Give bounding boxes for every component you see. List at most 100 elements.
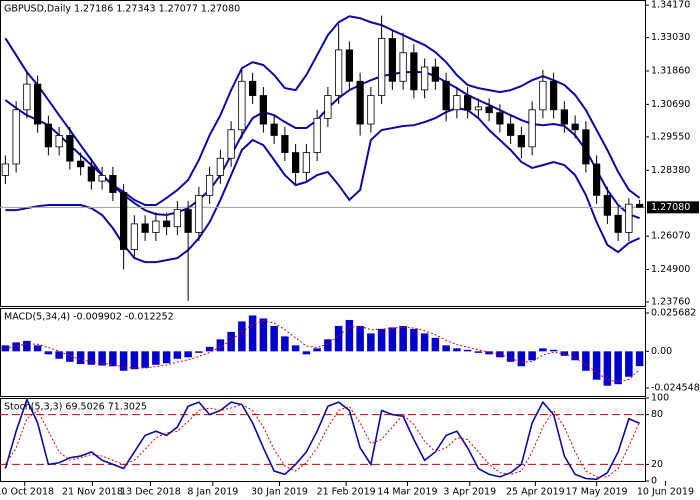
- macd-bar: [162, 351, 171, 364]
- band-line: [5, 107, 641, 264]
- candle-body: [109, 174, 117, 193]
- candle-body: [345, 49, 353, 82]
- macd-bar: [420, 333, 429, 352]
- macd-bar: [87, 351, 96, 365]
- macd-bar: [130, 351, 139, 370]
- candle-body: [195, 194, 203, 233]
- candle-body: [324, 95, 332, 119]
- candle-body: [238, 80, 246, 131]
- candle-body: [528, 109, 536, 148]
- macd-bar: [635, 351, 644, 367]
- macd-bar: [410, 328, 418, 352]
- macd-bar: [184, 351, 192, 358]
- y-tick-label: 1.29550: [651, 131, 690, 142]
- candle-body: [44, 123, 53, 148]
- macd-bar: [195, 351, 203, 353]
- macd-bar: [582, 351, 590, 371]
- candle-body: [474, 106, 482, 111]
- panel-title: Stoch(5,3,3) 69.5026 71.3025: [4, 402, 147, 413]
- candle-body: [334, 49, 343, 96]
- macd-bar: [205, 346, 214, 352]
- macd-bar: [528, 351, 536, 361]
- candle-body: [603, 194, 612, 216]
- macd-bar: [334, 325, 343, 352]
- x-tick-label: 3 Apr 2019: [443, 487, 496, 498]
- macd-bar: [173, 351, 182, 359]
- macd-bar: [302, 351, 311, 355]
- x-tick-label: 17 May 2019: [566, 487, 628, 498]
- candle-body: [410, 52, 418, 91]
- macd-bar: [356, 325, 364, 352]
- macd-bar: [227, 331, 235, 352]
- y-tick-label: 1.26070: [651, 231, 690, 242]
- candle-body: [66, 135, 74, 162]
- macd-bar: [506, 351, 515, 362]
- x-tick-label: 10 Oct 2018: [0, 487, 54, 498]
- candle-body: [582, 129, 590, 165]
- macd-bar: [517, 351, 526, 367]
- macd-bar: [388, 327, 397, 352]
- macd-bar: [1, 345, 10, 352]
- candle-body: [625, 203, 633, 233]
- macd-bar: [442, 345, 450, 352]
- candle-body: [485, 106, 493, 114]
- panel-title: MACD(5,34,4) -0.009902 -0.012252: [4, 312, 174, 323]
- candle-body: [152, 220, 160, 233]
- macd-bar: [571, 351, 579, 361]
- macd-bar: [474, 351, 483, 353]
- candle-body: [12, 109, 20, 165]
- candle-body: [248, 80, 257, 96]
- panel-frame: [0, 0, 646, 307]
- macd-bar: [76, 351, 85, 365]
- candle-body: [34, 83, 42, 125]
- y-tick-label: 1.28380: [651, 165, 690, 176]
- candle-body: [77, 160, 85, 168]
- candle-body: [141, 223, 149, 233]
- x-tick-label: 10 Jun 2019: [637, 487, 694, 498]
- x-tick-label: 30 Jan 2019: [251, 487, 308, 498]
- macd-bar: [44, 351, 53, 355]
- panel-frame: [0, 308, 646, 397]
- x-tick-label: 13 Dec 2018: [120, 487, 181, 498]
- macd-bar: [291, 345, 300, 352]
- macd-bar: [119, 351, 128, 371]
- macd-bar: [98, 351, 106, 366]
- d-line: [4, 404, 641, 478]
- macd-bar: [603, 351, 612, 386]
- candle-body: [614, 214, 622, 233]
- panel-frame: [0, 398, 646, 482]
- y-tick-label: 100: [651, 393, 669, 404]
- macd-bar: [367, 333, 375, 352]
- candle-body: [173, 209, 181, 228]
- macd-bar: [281, 336, 289, 352]
- candle-body: [356, 80, 364, 125]
- macd-bar: [324, 339, 332, 352]
- macd-bar: [549, 349, 558, 352]
- panel-title: GBPUSD,Daily 1.27186 1.27343 1.27077 1.2…: [4, 4, 240, 15]
- candle-body: [1, 163, 9, 176]
- x-tick-label: 21 Feb 2019: [317, 487, 376, 498]
- y-tick-label: 80: [651, 409, 663, 420]
- candle-body: [377, 38, 386, 96]
- candle-body: [205, 174, 214, 196]
- macd-bar: [399, 325, 407, 352]
- signal-line: [5, 320, 640, 383]
- x-tick-label: 25 Apr 2019: [506, 487, 565, 498]
- macd-bar: [313, 348, 321, 352]
- candle-body: [98, 174, 106, 182]
- current-price-label: 1.27080: [651, 202, 690, 213]
- macd-bar: [485, 351, 493, 355]
- macd-bar: [109, 351, 117, 367]
- candle-body: [442, 80, 450, 111]
- macd-bar: [614, 351, 622, 385]
- macd-bar: [270, 325, 278, 352]
- macd-bar: [238, 321, 246, 352]
- candle-body: [259, 95, 267, 125]
- y-tick-label: 1.23760: [651, 297, 690, 308]
- macd-bar: [248, 315, 257, 352]
- macd-bar: [345, 319, 354, 352]
- candle-body: [636, 203, 644, 208]
- y-tick-label: 20: [651, 459, 663, 470]
